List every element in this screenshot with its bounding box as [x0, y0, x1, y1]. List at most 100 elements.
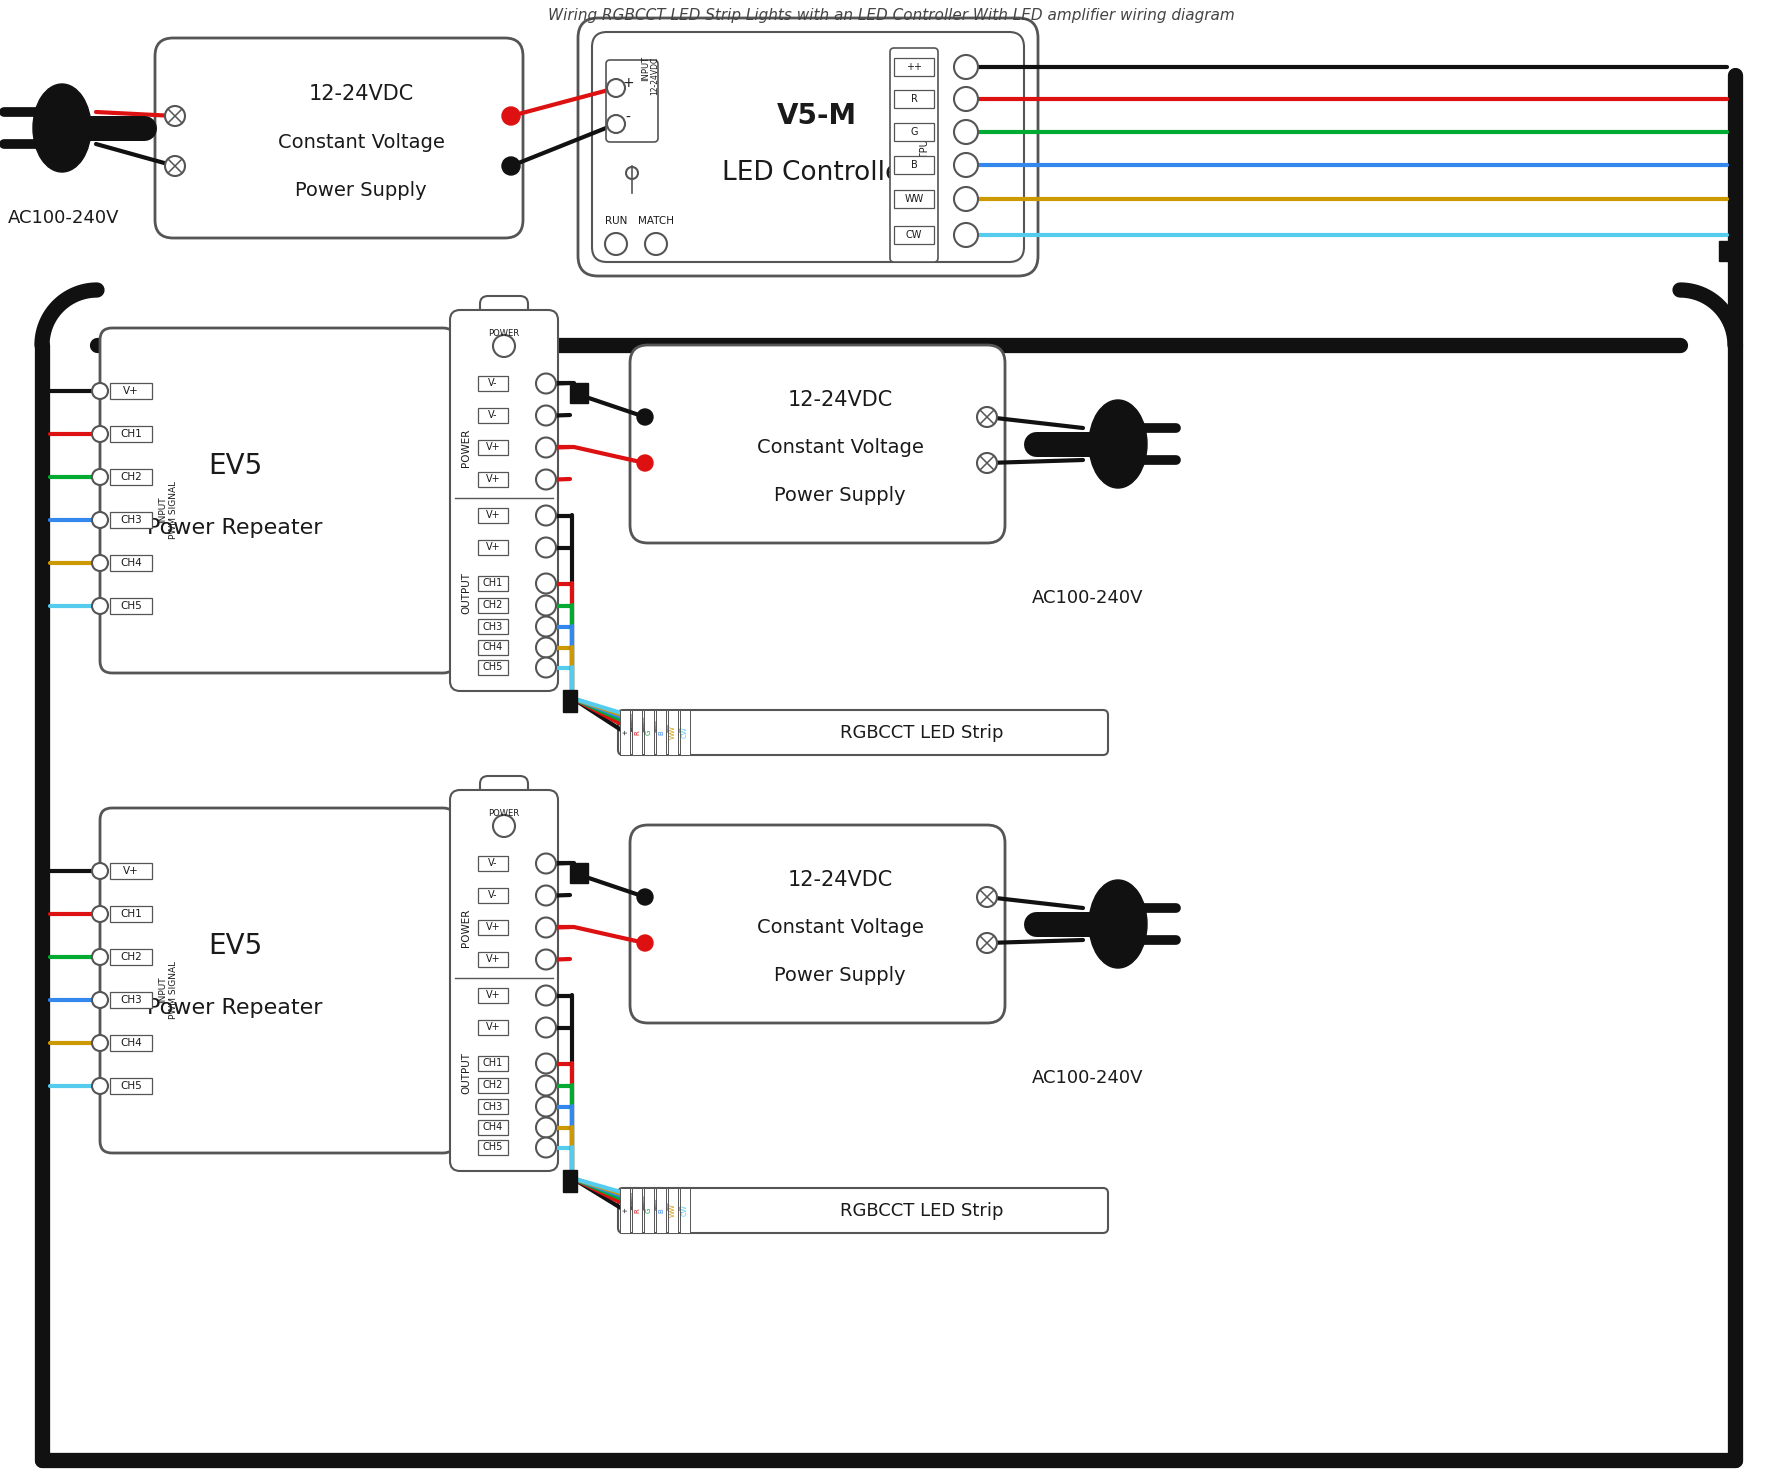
Circle shape: [953, 187, 978, 210]
Text: INPUT: INPUT: [642, 55, 650, 80]
Text: +: +: [622, 76, 634, 90]
Circle shape: [536, 437, 556, 458]
FancyBboxPatch shape: [618, 709, 1108, 755]
Text: CH4: CH4: [119, 558, 143, 569]
Text: CH5: CH5: [119, 1081, 143, 1091]
Circle shape: [536, 538, 556, 557]
Text: WW: WW: [670, 1204, 675, 1217]
Text: WW: WW: [670, 726, 675, 739]
Bar: [110, 949, 151, 966]
Circle shape: [503, 157, 520, 175]
Text: EV5: EV5: [208, 452, 262, 480]
Text: RUN: RUN: [604, 216, 627, 227]
Circle shape: [636, 409, 652, 425]
FancyBboxPatch shape: [451, 789, 558, 1171]
Circle shape: [536, 373, 556, 394]
Text: CH2: CH2: [119, 952, 143, 963]
Circle shape: [608, 78, 625, 96]
Circle shape: [536, 637, 556, 658]
Circle shape: [536, 1118, 556, 1137]
Text: V-: V-: [488, 379, 497, 388]
Text: CH4: CH4: [483, 643, 503, 653]
Bar: [656, 709, 666, 755]
Text: ++: ++: [905, 62, 921, 73]
Text: B: B: [658, 730, 665, 735]
Bar: [895, 90, 934, 108]
Text: V+: V+: [486, 474, 501, 484]
Bar: [681, 709, 690, 755]
Text: G: G: [647, 730, 652, 735]
Bar: [110, 992, 151, 1009]
Ellipse shape: [1089, 400, 1148, 489]
Text: RGBCCT LED Strip: RGBCCT LED Strip: [839, 724, 1003, 742]
Bar: [478, 640, 508, 655]
Text: 12-24VDC: 12-24VDC: [788, 871, 893, 890]
Text: R: R: [911, 93, 918, 104]
Text: MATCH: MATCH: [638, 216, 674, 227]
Circle shape: [93, 598, 109, 615]
Bar: [478, 988, 508, 1003]
Circle shape: [953, 120, 978, 144]
Bar: [895, 190, 934, 207]
Bar: [643, 709, 654, 755]
Bar: [478, 1120, 508, 1134]
Text: Constant Voltage: Constant Voltage: [757, 918, 923, 937]
Text: Power Supply: Power Supply: [773, 966, 905, 985]
Circle shape: [977, 933, 996, 952]
Text: AC100-240V: AC100-240V: [1032, 589, 1144, 607]
Bar: [668, 709, 677, 755]
Text: CH5: CH5: [483, 1142, 503, 1152]
Bar: [110, 1035, 151, 1052]
Ellipse shape: [34, 84, 91, 172]
Text: POWER: POWER: [488, 329, 520, 338]
Circle shape: [536, 406, 556, 425]
Bar: [478, 598, 508, 613]
Circle shape: [608, 116, 625, 133]
Circle shape: [93, 555, 109, 572]
Bar: [110, 555, 151, 572]
Text: -: -: [625, 111, 631, 124]
Bar: [478, 1020, 508, 1035]
Bar: [110, 1078, 151, 1094]
Text: V+: V+: [486, 991, 501, 1001]
FancyBboxPatch shape: [155, 39, 522, 238]
Bar: [563, 690, 577, 712]
Text: B: B: [911, 160, 918, 170]
Circle shape: [536, 886, 556, 905]
FancyBboxPatch shape: [451, 310, 558, 692]
Circle shape: [93, 469, 109, 484]
Circle shape: [636, 935, 652, 951]
Circle shape: [93, 512, 109, 529]
Bar: [643, 1188, 654, 1234]
Bar: [110, 512, 151, 529]
Text: CH2: CH2: [483, 600, 503, 610]
Text: V+: V+: [486, 511, 501, 520]
Text: CH4: CH4: [483, 1123, 503, 1133]
Circle shape: [977, 453, 996, 472]
Circle shape: [494, 335, 515, 357]
Text: B: B: [658, 1208, 665, 1213]
Text: Wiring RGBCCT LED Strip Lights with an LED Controller With LED amplifier wiring : Wiring RGBCCT LED Strip Lights with an L…: [547, 7, 1235, 24]
Text: CH1: CH1: [119, 909, 143, 920]
Circle shape: [166, 156, 185, 176]
Bar: [563, 1170, 577, 1192]
Circle shape: [953, 87, 978, 111]
Text: CH2: CH2: [119, 472, 143, 481]
Bar: [478, 1140, 508, 1155]
FancyBboxPatch shape: [479, 776, 527, 809]
Circle shape: [93, 992, 109, 1009]
Circle shape: [645, 233, 666, 255]
Circle shape: [93, 384, 109, 398]
Bar: [478, 1099, 508, 1114]
Text: Power Supply: Power Supply: [773, 486, 905, 505]
Bar: [478, 1056, 508, 1071]
Bar: [478, 856, 508, 871]
Text: EV5: EV5: [208, 932, 262, 960]
Text: OUTPUT: OUTPUT: [462, 572, 470, 615]
Text: CH3: CH3: [119, 515, 143, 524]
Bar: [478, 376, 508, 391]
Bar: [1720, 241, 1736, 261]
Circle shape: [166, 107, 185, 126]
Text: CH3: CH3: [483, 622, 503, 631]
Text: OUTPUT: OUTPUT: [920, 132, 930, 172]
